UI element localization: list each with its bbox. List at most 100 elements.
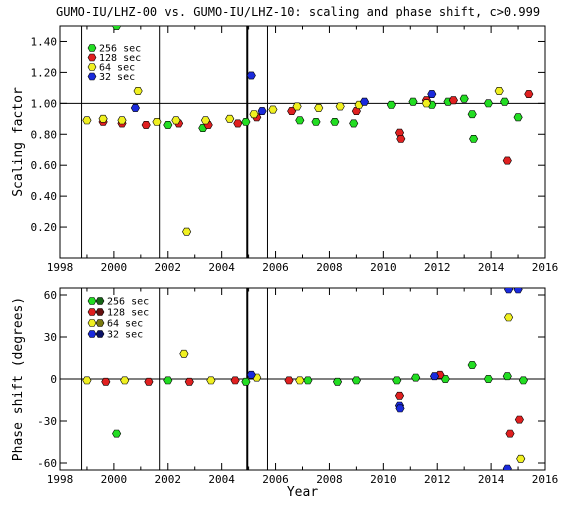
data-point xyxy=(408,97,418,106)
x-tick-label: 2014 xyxy=(478,473,505,486)
data-point xyxy=(483,375,493,383)
data-point xyxy=(314,104,324,112)
x-tick-label: 2000 xyxy=(101,473,128,486)
legend-marker-accent xyxy=(95,319,105,327)
y-tick-label: 1.20 xyxy=(31,66,58,79)
data-point xyxy=(171,116,181,125)
x-tick-label: 2014 xyxy=(478,261,505,274)
data-point xyxy=(513,288,523,294)
data-point xyxy=(246,370,256,379)
y-tick-label: -60 xyxy=(37,457,57,470)
data-point xyxy=(311,118,321,126)
data-point xyxy=(295,116,305,125)
series-32-sec xyxy=(246,288,523,470)
data-point xyxy=(467,110,477,119)
series-32-sec xyxy=(130,71,437,115)
y-tick-label: 0.80 xyxy=(31,128,58,141)
data-point xyxy=(351,376,361,385)
data-point xyxy=(359,97,370,106)
series-256-sec xyxy=(112,361,528,438)
data-points xyxy=(82,288,528,470)
data-point xyxy=(230,376,240,385)
data-point xyxy=(467,361,477,369)
legend-label: 256 sec xyxy=(107,297,149,308)
data-point xyxy=(448,96,458,105)
data-point xyxy=(502,156,512,165)
y-tick-label: 0 xyxy=(50,373,57,386)
legend-label: 64 sec xyxy=(99,63,135,74)
data-point xyxy=(386,100,396,109)
x-tick-label: 2012 xyxy=(424,261,451,274)
data-point xyxy=(502,372,512,381)
data-point xyxy=(303,376,313,385)
y-tick-label: 30 xyxy=(44,331,57,344)
data-point xyxy=(200,116,211,125)
data-point xyxy=(82,376,92,385)
legend-marker xyxy=(87,44,97,52)
data-point xyxy=(505,429,515,438)
data-point xyxy=(112,26,122,30)
data-point xyxy=(225,114,235,123)
legend-marker xyxy=(87,72,97,81)
data-point xyxy=(332,377,343,386)
x-tick-label: 1998 xyxy=(47,473,74,486)
data-point xyxy=(500,97,510,106)
legend-marker-accent xyxy=(95,297,105,305)
x-tick-label: 2016 xyxy=(532,261,559,274)
data-point xyxy=(440,375,450,383)
x-tick-label: 2002 xyxy=(155,261,182,274)
data-point xyxy=(163,121,173,129)
x-axis-label: Year xyxy=(287,485,318,500)
data-point xyxy=(469,135,479,143)
data-point xyxy=(411,373,421,382)
x-tick-label: 2016 xyxy=(532,473,559,486)
data-point xyxy=(257,107,267,115)
data-point xyxy=(82,116,92,125)
legend-marker xyxy=(87,319,97,327)
data-point xyxy=(179,349,189,358)
legend-marker xyxy=(87,297,97,305)
legend-label: 64 sec xyxy=(107,319,143,330)
data-point xyxy=(524,90,534,98)
legend-marker xyxy=(87,308,97,316)
data-point xyxy=(518,376,528,385)
legend-marker xyxy=(87,53,97,62)
y-axis-label: Scaling factor xyxy=(11,87,26,197)
data-point xyxy=(268,105,278,114)
y-tick-label: 0.40 xyxy=(31,190,58,203)
x-tick-label: 2000 xyxy=(101,261,128,274)
data-point xyxy=(514,415,524,424)
data-point xyxy=(130,104,140,112)
x-tick-label: 2004 xyxy=(208,473,235,486)
data-point xyxy=(516,454,526,463)
x-tick-label: 2012 xyxy=(424,473,451,486)
data-point xyxy=(330,118,340,126)
data-point xyxy=(241,118,251,126)
y-tick-label: 0.20 xyxy=(31,221,58,234)
data-point xyxy=(504,288,514,294)
data-point xyxy=(427,90,437,98)
data-point xyxy=(504,313,514,322)
data-point xyxy=(335,102,345,111)
data-point xyxy=(494,87,504,95)
x-tick-label: 2002 xyxy=(155,473,182,486)
legend-marker xyxy=(87,330,97,338)
legend-label: 128 sec xyxy=(99,53,141,64)
data-point xyxy=(246,71,256,80)
data-point xyxy=(101,377,111,386)
y-tick-label: -30 xyxy=(37,415,57,428)
data-point xyxy=(394,391,405,400)
series-128-sec xyxy=(98,90,534,165)
data-point xyxy=(295,376,305,385)
data-point xyxy=(392,376,402,385)
data-point xyxy=(429,372,440,381)
data-point xyxy=(182,227,192,236)
legend-marker-accent xyxy=(95,330,105,338)
legend-marker xyxy=(87,63,97,71)
data-point xyxy=(459,94,469,103)
y-tick-label: 0.60 xyxy=(31,159,58,172)
data-point xyxy=(184,377,194,386)
phase-shift-panel: 1998 2000 2002 2004 2006 2008 2010 2012 2014 2016… xyxy=(11,287,559,500)
data-point xyxy=(163,376,173,385)
x-tick-label: 2008 xyxy=(316,473,343,486)
